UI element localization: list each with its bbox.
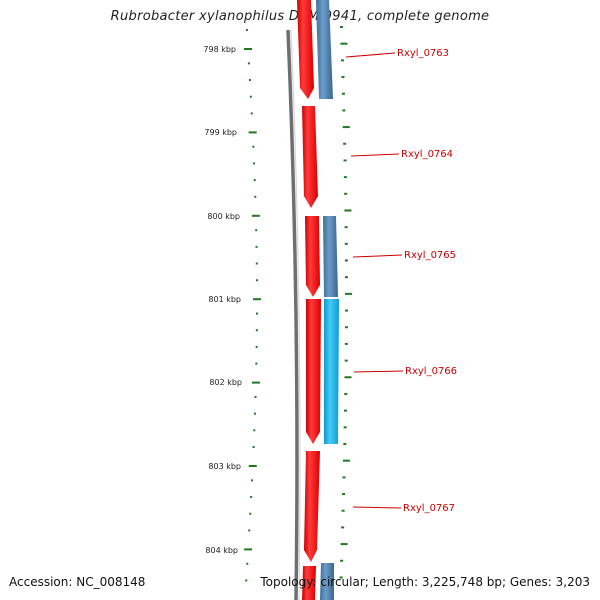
red-gene-track xyxy=(297,0,321,600)
position-label: 804 kbp xyxy=(205,546,238,555)
position-label: 799 kbp xyxy=(204,128,237,137)
minor-ticks xyxy=(245,29,258,582)
gene-label-0765[interactable]: Rxyl_0765 xyxy=(404,250,456,261)
leader-line xyxy=(352,506,402,509)
position-label: 803 kbp xyxy=(208,462,241,471)
gene-arrow-next[interactable] xyxy=(302,566,316,600)
major-ticks xyxy=(244,48,261,551)
accession-text: Accession: NC_008148 xyxy=(9,575,146,589)
gene-label-0764[interactable]: Rxyl_0764 xyxy=(401,149,453,160)
gene-block-0765[interactable] xyxy=(323,216,338,297)
gene-arrow-0766[interactable] xyxy=(306,299,321,444)
gene-arrow-0763[interactable] xyxy=(297,0,314,99)
leader-line xyxy=(350,153,400,157)
backbone-inner xyxy=(290,29,301,600)
position-label: 798 kbp xyxy=(203,45,236,54)
blue-gene-track xyxy=(316,0,339,600)
position-labels: 798 kbp 799 kbp 800 kbp 801 kbp 802 kbp … xyxy=(203,45,242,555)
gene-label-0766[interactable]: Rxyl_0766 xyxy=(405,366,457,377)
topology-text: Topology: circular; Length: 3,225,748 bp… xyxy=(260,575,590,589)
gene-block-0763[interactable] xyxy=(316,0,333,99)
gene-arrow-0767[interactable] xyxy=(304,451,320,562)
leader-line xyxy=(345,52,396,58)
position-label: 800 kbp xyxy=(207,212,240,221)
leader-line xyxy=(352,254,403,258)
gene-block-next[interactable] xyxy=(320,563,334,600)
position-label: 801 kbp xyxy=(208,295,241,304)
leader-line xyxy=(353,370,404,373)
gene-labels: Rxyl_0763 Rxyl_0764 Rxyl_0765 Rxyl_0766 … xyxy=(345,48,457,514)
right-ticks xyxy=(339,26,352,579)
gene-label-0767[interactable]: Rxyl_0767 xyxy=(403,503,455,514)
gene-arrow-0765[interactable] xyxy=(305,216,320,297)
position-label: 802 kbp xyxy=(209,378,242,387)
gene-arrow-0764[interactable] xyxy=(302,106,318,208)
backbone-outer xyxy=(286,29,299,600)
gene-label-0763[interactable]: Rxyl_0763 xyxy=(397,48,449,59)
gene-block-0766[interactable] xyxy=(324,299,339,444)
